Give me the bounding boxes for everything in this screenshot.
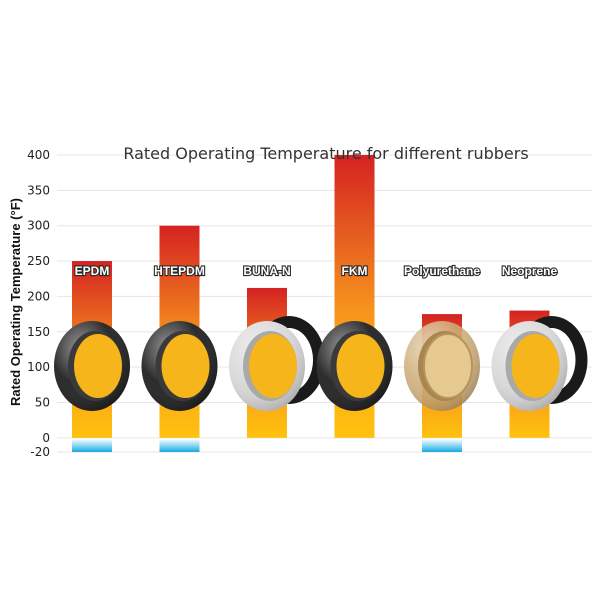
- white-rubber-ring-image: [229, 316, 325, 411]
- y-tick-label: 100: [27, 360, 50, 374]
- black-rubber-ring-image: [316, 321, 393, 411]
- category-label-htepdm: HTEPDM: [154, 264, 205, 278]
- cold-bar-epdm: [72, 438, 112, 452]
- white-rubber-ring-image: [491, 316, 588, 411]
- cold-bar-polyurethane: [422, 438, 462, 452]
- y-tick-label: -20: [30, 445, 50, 459]
- category-label-polyurethane: Polyurethane: [404, 264, 480, 278]
- y-axis: -200 50 100 150 200 250 300 350 400: [27, 148, 50, 459]
- black-rubber-ring-image: [54, 321, 130, 411]
- y-tick-label: 150: [27, 325, 50, 339]
- y-tick-label: 350: [27, 183, 50, 197]
- y-axis-label: Rated Operating Temperature (°F): [8, 198, 23, 406]
- black-rubber-ring-image: [141, 321, 218, 411]
- chart-title: Rated Operating Temperature for differen…: [123, 144, 528, 163]
- grid-lines: [57, 154, 592, 453]
- category-labels: EPDM HTEPDM BUNA-N FKM Polyurethane Neoprene: [74, 263, 559, 279]
- y-tick-label: 250: [27, 254, 50, 268]
- amber-rubber-ring-image: [404, 321, 480, 411]
- y-tick-label: 400: [27, 148, 50, 162]
- y-tick-label: 200: [27, 289, 50, 303]
- category-label-fkm: FKM: [342, 264, 368, 278]
- y-tick-label: 300: [27, 219, 50, 233]
- cold-bar-htepdm: [159, 438, 200, 452]
- y-tick-label: 0: [42, 431, 50, 445]
- y-tick-label: 50: [35, 396, 50, 410]
- rubber-rings: [54, 316, 588, 411]
- category-label-epdm: EPDM: [75, 264, 110, 278]
- category-label-neoprene: Neoprene: [502, 264, 558, 278]
- category-label-buna-n: BUNA-N: [243, 264, 290, 278]
